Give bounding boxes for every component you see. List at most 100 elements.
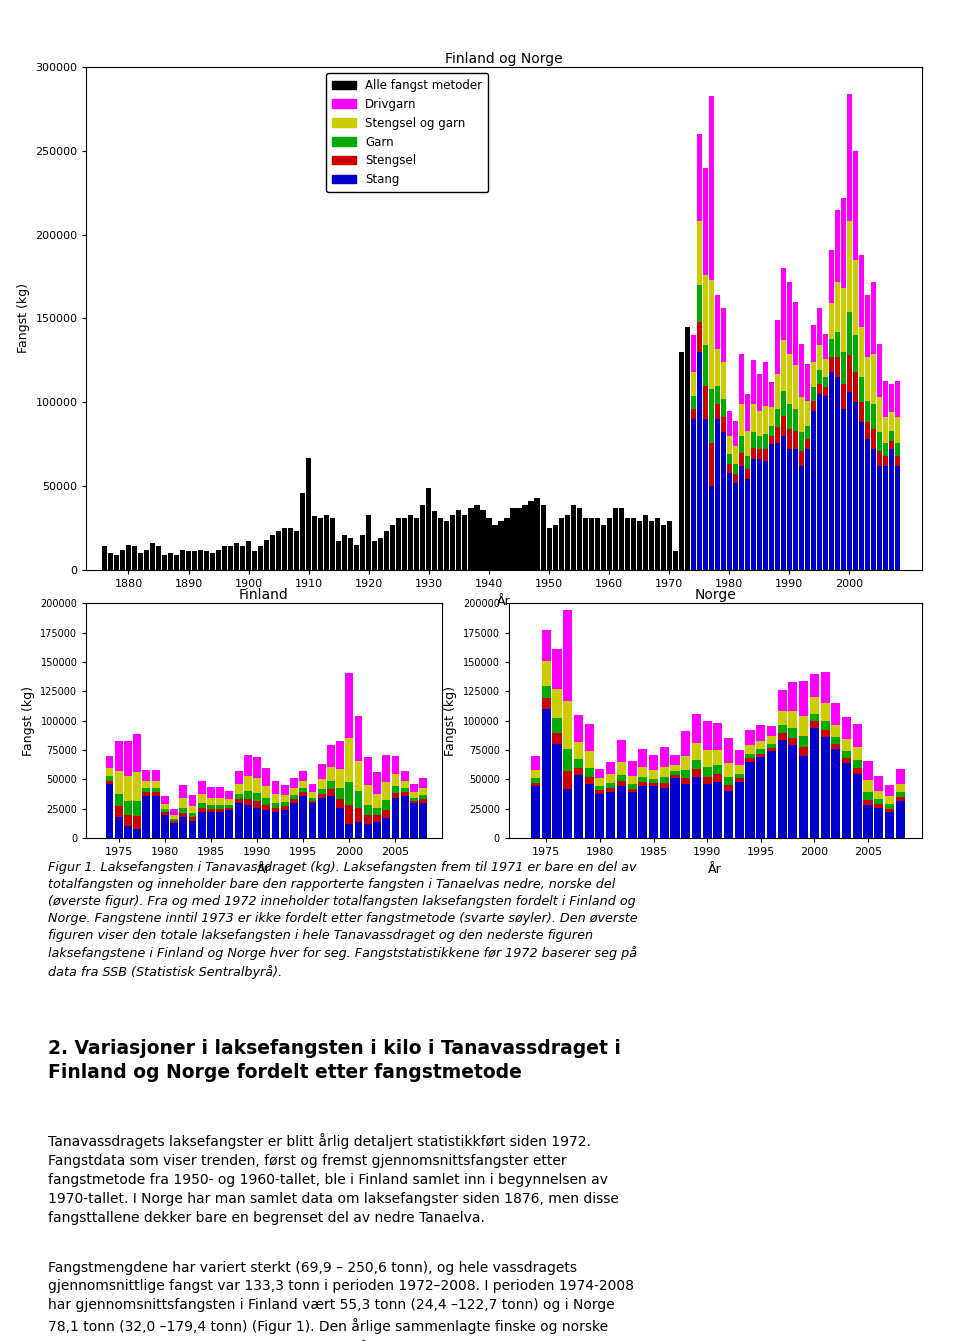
Bar: [817, 346, 822, 370]
Bar: [106, 767, 113, 776]
Bar: [156, 547, 161, 570]
Bar: [392, 786, 399, 793]
Bar: [574, 767, 583, 775]
Bar: [746, 754, 755, 758]
Bar: [775, 320, 780, 374]
Bar: [828, 249, 834, 303]
Bar: [541, 699, 551, 709]
X-axis label: År: År: [497, 594, 511, 607]
Bar: [354, 716, 363, 760]
Bar: [660, 524, 666, 570]
Bar: [272, 794, 279, 803]
Bar: [821, 738, 829, 838]
Bar: [778, 689, 787, 711]
Bar: [318, 789, 325, 794]
Bar: [120, 550, 125, 570]
Bar: [553, 689, 562, 719]
Bar: [799, 451, 804, 467]
Bar: [142, 780, 151, 789]
Bar: [585, 751, 594, 768]
Bar: [721, 400, 726, 417]
Bar: [724, 776, 733, 784]
Bar: [410, 803, 418, 838]
Bar: [865, 401, 870, 422]
Bar: [382, 810, 390, 818]
Bar: [124, 776, 132, 801]
Bar: [690, 396, 696, 409]
Bar: [746, 758, 755, 762]
Bar: [871, 282, 876, 354]
Bar: [400, 782, 409, 789]
Bar: [216, 809, 224, 813]
Bar: [690, 373, 696, 396]
Bar: [601, 524, 606, 570]
Bar: [595, 768, 605, 778]
Bar: [336, 768, 344, 789]
Bar: [115, 771, 123, 794]
Bar: [703, 767, 711, 776]
Bar: [817, 394, 822, 570]
Bar: [863, 793, 873, 801]
Bar: [885, 784, 894, 797]
Bar: [780, 268, 786, 341]
Bar: [559, 518, 564, 570]
Bar: [628, 789, 636, 793]
Bar: [281, 810, 289, 838]
Bar: [253, 801, 261, 807]
Bar: [703, 386, 708, 418]
Bar: [763, 406, 768, 434]
Bar: [574, 715, 583, 742]
Bar: [682, 784, 690, 838]
Bar: [180, 807, 187, 813]
Bar: [188, 795, 197, 806]
Bar: [529, 502, 534, 570]
Bar: [384, 531, 390, 570]
Bar: [444, 522, 449, 570]
Bar: [216, 798, 224, 805]
Bar: [272, 809, 279, 813]
Bar: [703, 750, 711, 767]
Bar: [487, 518, 492, 570]
Bar: [831, 703, 840, 725]
Bar: [216, 805, 224, 809]
Bar: [498, 522, 504, 570]
Bar: [697, 286, 702, 322]
Bar: [721, 433, 726, 570]
Bar: [835, 377, 840, 570]
Bar: [660, 783, 669, 787]
Bar: [756, 436, 762, 449]
Bar: [124, 740, 132, 776]
Bar: [666, 522, 672, 570]
Bar: [318, 794, 325, 798]
Bar: [373, 815, 381, 822]
Bar: [161, 797, 169, 805]
Bar: [290, 795, 298, 799]
Bar: [763, 449, 768, 461]
Bar: [788, 683, 798, 711]
Bar: [831, 748, 840, 838]
Bar: [180, 798, 187, 807]
Bar: [756, 740, 765, 748]
Bar: [276, 531, 281, 570]
Bar: [372, 542, 377, 570]
Bar: [799, 747, 808, 756]
Bar: [133, 829, 141, 838]
Bar: [373, 822, 381, 838]
Bar: [354, 760, 363, 791]
Bar: [595, 790, 605, 794]
Bar: [300, 797, 307, 838]
Bar: [638, 748, 647, 767]
Text: 2. Variasjoner i laksefangsten i kilo i Tanavassdraget i
Finland og Norge fordel: 2. Variasjoner i laksefangsten i kilo i …: [48, 1039, 621, 1082]
Bar: [346, 805, 353, 823]
Bar: [708, 280, 714, 389]
Bar: [847, 221, 852, 312]
Bar: [690, 418, 696, 570]
Bar: [226, 799, 233, 805]
Bar: [896, 784, 904, 793]
Bar: [553, 649, 562, 689]
Bar: [865, 295, 870, 357]
Bar: [606, 774, 615, 783]
Bar: [739, 354, 744, 404]
Bar: [272, 780, 279, 794]
Bar: [871, 449, 876, 570]
